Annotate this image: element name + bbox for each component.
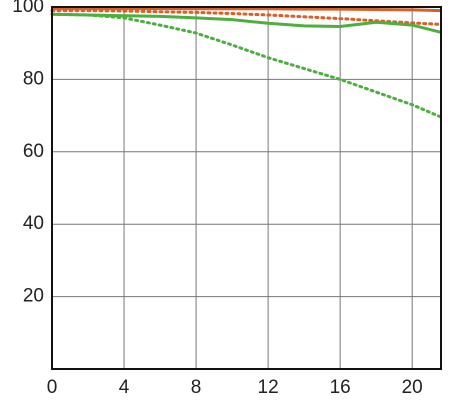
y-tick-label: 80: [23, 68, 44, 89]
series-line: [50, 12, 443, 119]
series-line: [51, 12, 442, 34]
x-tick-label: 20: [402, 377, 423, 398]
plot-frame: [51, 6, 442, 370]
y-tick-label: 20: [23, 286, 44, 307]
series-line: [50, 9, 443, 26]
x-tick-label: 4: [119, 377, 130, 398]
x-tick-label: 12: [258, 377, 279, 398]
y-tick-label: 40: [23, 213, 44, 234]
x-tick-label: 16: [330, 377, 351, 398]
y-tick-label: 100: [12, 0, 44, 17]
x-tick-label: 0: [47, 377, 58, 398]
series-line: [52, 6, 442, 13]
x-tick-label: 8: [191, 377, 202, 398]
y-tick-label: 60: [23, 141, 44, 162]
